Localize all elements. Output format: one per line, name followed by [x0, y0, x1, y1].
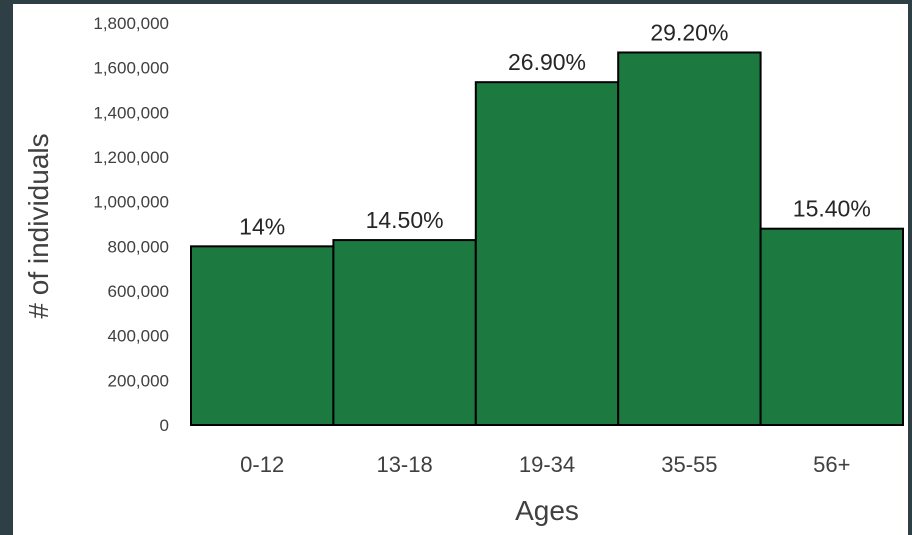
data-label: 26.90%	[508, 49, 586, 75]
data-labels: 14% 14.50% 26.90% 29.20% 15.40%	[239, 19, 871, 239]
y-tick-label: 1,400,000	[93, 103, 169, 122]
x-tick-label: 13-18	[376, 452, 432, 477]
x-tick-label: 0-12	[240, 452, 284, 477]
data-label: 14.50%	[366, 207, 444, 233]
bar-35-55	[617, 51, 762, 426]
y-tick-label: 0	[160, 416, 169, 435]
y-axis: 0 200,000 400,000 600,000 800,000 1,000,000 1,…	[93, 14, 169, 435]
x-tick-label: 19-34	[519, 452, 575, 477]
bar-0-12	[190, 245, 335, 426]
bar-19-34	[474, 81, 620, 427]
bars	[190, 51, 904, 427]
x-tick-label: 35-55	[661, 452, 717, 477]
data-label: 29.20%	[650, 19, 728, 45]
x-axis: 0-12 13-18 19-34 35-55 56+	[240, 452, 850, 477]
y-tick-label: 200,000	[108, 371, 169, 390]
bar-56+	[759, 227, 904, 426]
frame-edge-top	[0, 0, 912, 4]
x-axis-title: Ages	[515, 495, 579, 526]
data-label: 15.40%	[793, 196, 871, 222]
y-tick-label: 400,000	[108, 327, 169, 346]
y-tick-label: 1,600,000	[93, 59, 169, 78]
frame-edge-right	[908, 0, 912, 535]
y-tick-label: 1,200,000	[93, 148, 169, 167]
data-label: 14%	[239, 213, 285, 239]
bar-13-18	[332, 239, 477, 426]
y-tick-label: 1,800,000	[93, 14, 169, 33]
frame-edge-left	[0, 0, 13, 535]
y-tick-label: 800,000	[108, 237, 169, 256]
y-tick-label: 1,000,000	[93, 193, 169, 212]
x-tick-label: 56+	[813, 452, 850, 477]
y-axis-title: # of individuals	[23, 133, 54, 318]
y-tick-label: 600,000	[108, 282, 169, 301]
